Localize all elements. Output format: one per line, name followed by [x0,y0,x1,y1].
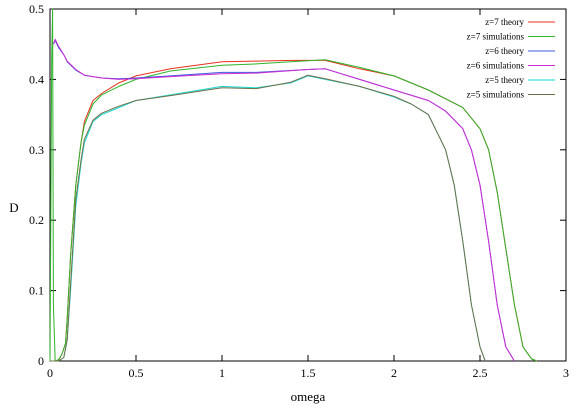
x-tick-label: 0.5 [129,366,144,380]
y-axis-label: D [9,200,18,215]
x-tick-label: 1 [219,366,225,380]
series-line-4 [52,38,515,362]
x-tick-label: 0 [47,366,53,380]
y-tick-labels: 0 0.1 0.2 0.3 0.4 0.5 [29,2,44,368]
legend-label: z=7 simulations [467,32,525,42]
series-lines [49,8,537,362]
y-tick-label: 0 [38,354,44,368]
x-axis-label: omega [291,389,326,404]
y-tick-label: 0.1 [29,284,44,298]
y-tick-label: 0.5 [29,2,44,16]
x-tick-labels: 0 0.5 1 1.5 2 2.5 3 [47,366,569,380]
series-line-5 [50,75,486,362]
y-tick-label: 0.3 [29,143,44,157]
x-tick-label: 3 [563,366,569,380]
series-line-6 [50,74,486,362]
x-tick-label: 2 [391,366,397,380]
legend-label: z=5 simulations [467,90,525,100]
legend-label: z=7 theory [485,17,524,27]
y-tick-label: 0.4 [29,72,44,86]
legend: z=7 theory z=7 simulations z=6 theory z=6 s… [467,17,555,100]
series-line-3 [52,40,515,362]
x-tick-label: 1.5 [301,366,316,380]
x-tick-label: 2.5 [473,366,488,380]
series-line-2 [49,8,537,362]
legend-label: z=6 theory [485,46,524,56]
legend-label: z=5 theory [485,75,524,85]
legend-label: z=6 simulations [467,61,525,71]
y-tick-label: 0.2 [29,213,44,227]
